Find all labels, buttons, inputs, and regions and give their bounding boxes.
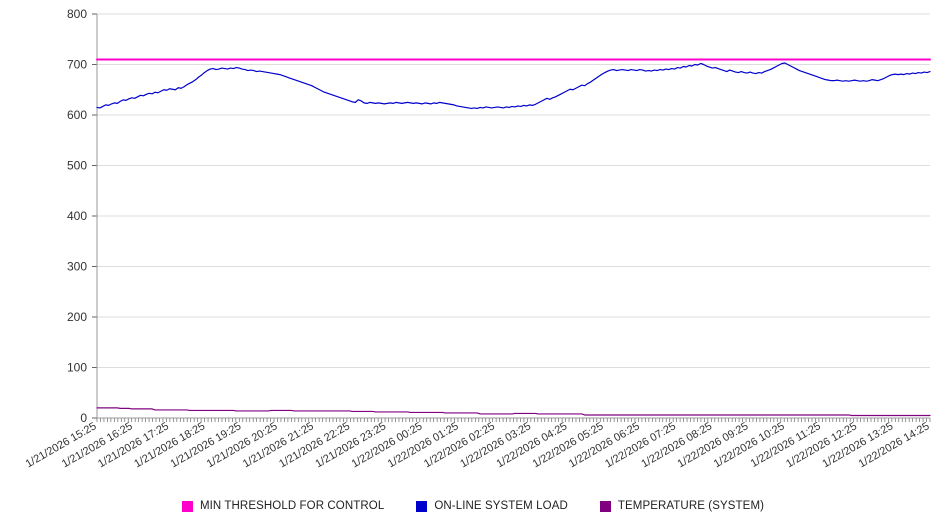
legend-color-swatch: [181, 500, 193, 512]
y-axis-labels-group: 0 100 200 300 400 500 600 700 800: [67, 7, 87, 425]
legend-color-swatch: [416, 500, 428, 512]
y-axis-tick-label: 300: [67, 260, 87, 274]
x-axis-labels-group: 1/21/2026 15:251/21/2026 16:251/21/2026 …: [24, 420, 932, 470]
y-axis-tick-label: 700: [67, 58, 87, 72]
y-axis-tick-label: 400: [67, 209, 87, 223]
legend-item-label: TEMPERATURE (SYSTEM): [617, 500, 765, 512]
y-axis-ticks-group: [92, 13, 97, 419]
legend-item[interactable]: ON-LINE SYSTEM LOAD: [416, 500, 568, 512]
x-axis-minor-ticks-group: [96, 418, 931, 422]
y-axis-tick-label: 800: [67, 7, 87, 21]
y-axis-tick-label: 0: [80, 411, 87, 425]
legend-item[interactable]: MIN THRESHOLD FOR CONTROL: [181, 500, 385, 512]
chart-legend: MIN THRESHOLD FOR CONTROL ON-LINE SYSTEM …: [0, 494, 946, 518]
gridlines-group: [97, 13, 930, 368]
legend-item[interactable]: TEMPERATURE (SYSTEM): [599, 500, 765, 512]
legend-item-label: MIN THRESHOLD FOR CONTROL: [199, 500, 385, 512]
y-axis-tick-label: 600: [67, 108, 87, 122]
axis-lines-group: [96, 14, 930, 419]
data-series-group: [96, 58, 931, 417]
y-axis-tick-label: 100: [67, 361, 87, 375]
series-line: [96, 62, 931, 110]
y-axis-tick-label: 500: [67, 159, 87, 173]
legend-color-swatch: [599, 500, 611, 512]
y-axis-tick-label: 200: [67, 310, 87, 324]
series-line: [96, 407, 931, 417]
legend-item-label: ON-LINE SYSTEM LOAD: [434, 500, 568, 512]
